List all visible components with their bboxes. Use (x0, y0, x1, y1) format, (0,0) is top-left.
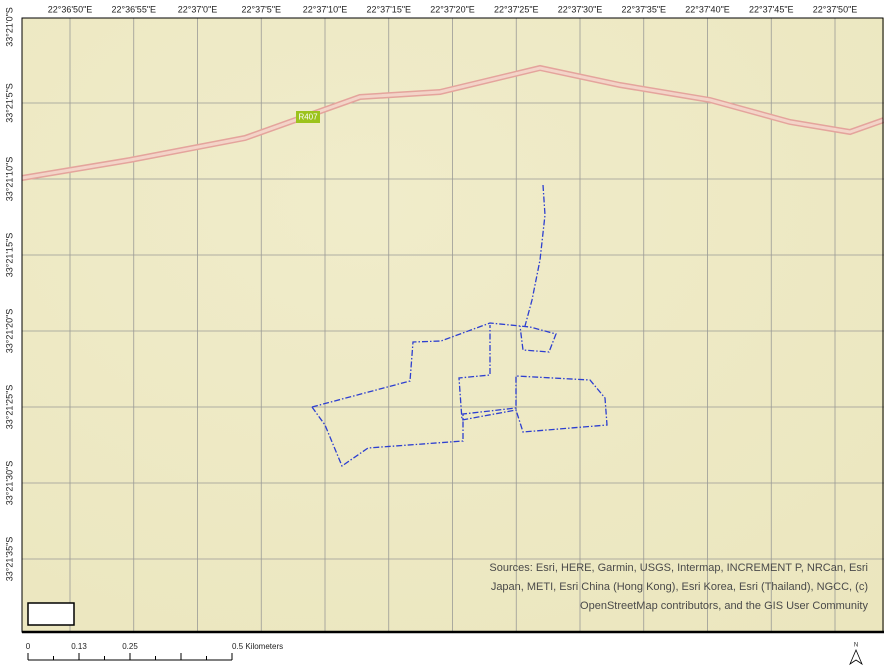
attribution-line: OpenStreetMap contributors, and the GIS … (580, 600, 868, 612)
latitude-label: 33°21'10"S (4, 157, 14, 202)
scale-label: 0 (26, 642, 31, 651)
latitude-label: 33°21'5"S (4, 83, 14, 123)
longitude-label: 22°36'50"E (48, 4, 93, 14)
longitude-label: 22°37'0"E (178, 4, 218, 14)
longitude-label: 22°36'55"E (111, 4, 156, 14)
latitude-label: 33°21'25"S (4, 385, 14, 430)
inset-box (28, 603, 74, 625)
scale-label: 0.5 Kilometers (232, 642, 283, 651)
latitude-label: 33°21'15"S (4, 233, 14, 278)
scale-label: 0.25 (122, 642, 138, 651)
attribution-line: Japan, METI, Esri China (Hong Kong), Esr… (491, 581, 868, 593)
attribution-line: Sources: Esri, HERE, Garmin, USGS, Inter… (489, 562, 868, 574)
longitude-label: 22°37'15"E (366, 4, 411, 14)
map: R407 Sources: Esri, HERE, Garmin, USGS, … (0, 0, 884, 666)
longitude-label: 22°37'5"E (241, 4, 281, 14)
longitude-label: 22°37'50"E (813, 4, 858, 14)
longitude-label: 22°37'45"E (749, 4, 794, 14)
scale-bar: 0 0.13 0.25 0.5 Kilometers (26, 642, 283, 660)
longitude-label: 22°37'30"E (558, 4, 603, 14)
longitude-label: 22°37'20"E (430, 4, 475, 14)
longitude-label: 22°37'35"E (621, 4, 666, 14)
road-label: R407 (298, 113, 318, 122)
longitude-label: 22°37'40"E (685, 4, 730, 14)
longitude-label: 22°37'10"E (303, 4, 348, 14)
latitude-label: 33°21'30"S (4, 461, 14, 506)
north-label: N (854, 643, 858, 649)
latitude-label: 33°21'35"S (4, 537, 14, 582)
north-arrow (850, 650, 862, 664)
scale-label: 0.13 (71, 642, 87, 651)
map-layout: R407 Sources: Esri, HERE, Garmin, USGS, … (0, 0, 884, 666)
longitude-label: 22°37'25"E (494, 4, 539, 14)
latitude-label: 33°21'0"S (4, 7, 14, 47)
latitude-label: 33°21'20"S (4, 309, 14, 354)
